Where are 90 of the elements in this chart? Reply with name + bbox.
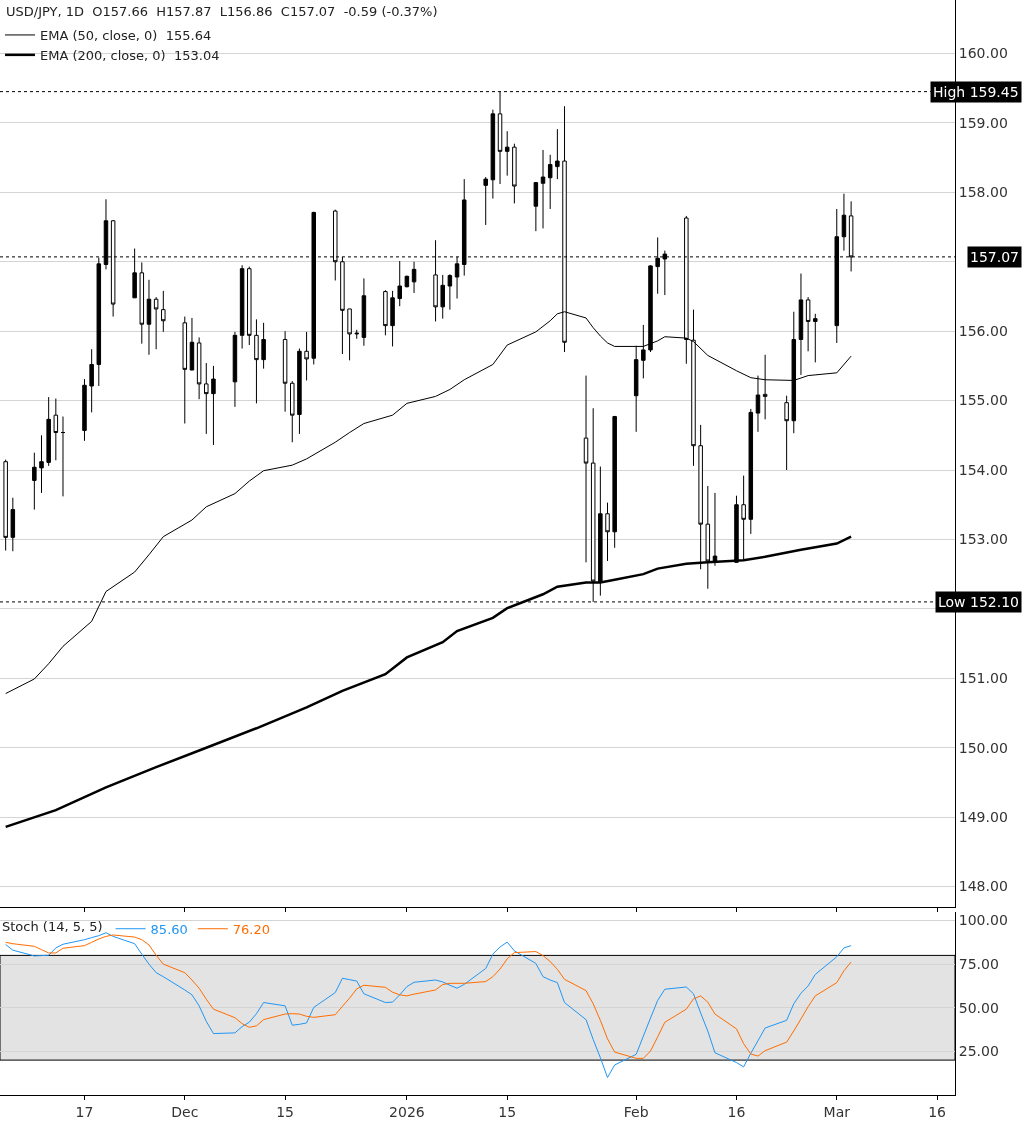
candlestick: [247, 266, 252, 346]
y-tick-label: 149.00: [958, 809, 1008, 826]
x-tick-label: Dec: [171, 1103, 199, 1120]
candlestick: [440, 274, 445, 320]
candlestick: [841, 193, 847, 252]
candlestick: [153, 296, 159, 350]
candlestick: [189, 317, 195, 371]
candlestick: [583, 375, 589, 563]
candlestick: [397, 260, 402, 307]
candlestick: [182, 316, 188, 424]
x-tick-label: 2026: [389, 1103, 425, 1120]
y-tick-label: 153.00: [958, 531, 1008, 548]
candlestick: [633, 345, 639, 433]
y-tick-label: 100.00: [958, 912, 1008, 929]
candlestick: [254, 318, 259, 404]
candlestick: [39, 434, 44, 494]
y-tick-label: 151.00: [958, 670, 1008, 687]
candlestick: [282, 330, 288, 413]
candlestick: [10, 497, 16, 552]
candlestick: [813, 313, 818, 363]
candlestick: [390, 290, 395, 347]
y-tick-label: 154.00: [958, 461, 1008, 478]
x-tick-label: 16: [727, 1103, 746, 1120]
candlestick: [483, 176, 488, 226]
y-tick-label: 148.00: [958, 878, 1008, 895]
chart-title: USD/JPY, 1D O157.66 H157.87 L156.86 C157.07 -0.59 (-0.37%): [6, 4, 438, 19]
x-tick-label: 16: [928, 1103, 947, 1120]
candlestick: [354, 329, 359, 340]
y-tick-label: 155.00: [958, 392, 1008, 409]
candlestick: [261, 322, 266, 370]
legend-label: 85.60: [150, 921, 188, 937]
candlestick: [204, 362, 209, 435]
x-tick-label: 15: [498, 1103, 517, 1120]
candlestick: [53, 398, 59, 461]
x-tick-label: Mar: [823, 1103, 851, 1120]
candlestick: [504, 130, 510, 177]
candlestick: [447, 273, 453, 311]
x-tick-label: 17: [75, 1103, 94, 1120]
candlestick: [304, 331, 309, 381]
candlestick: [612, 415, 617, 549]
candlestick: [82, 378, 87, 442]
y-tick-label: 50.00: [958, 999, 999, 1016]
candlestick: [361, 277, 367, 347]
candlestick: [798, 273, 804, 376]
candlestick: [641, 324, 646, 379]
candlestick: [139, 261, 145, 345]
candlestick: [232, 331, 238, 408]
legend-label: 76.20: [232, 921, 271, 937]
candlestick: [605, 502, 610, 562]
y-tick-label: 156.00: [958, 323, 1008, 340]
candlestick: [748, 408, 754, 535]
legend-label: EMA (200, close, 0) 153.04: [40, 47, 220, 63]
candlestick: [89, 348, 94, 413]
candlestick: [533, 182, 539, 232]
candlestick: [547, 154, 553, 210]
candlestick: [297, 348, 302, 435]
candlestick: [755, 375, 761, 433]
legend-title: Stoch (14, 5, 5): [2, 918, 103, 934]
candlestick: [490, 109, 496, 200]
y-tick-label: 160.00: [958, 45, 1008, 62]
ref-line-label: Low 152.10: [938, 594, 1020, 610]
candlestick: [3, 459, 8, 552]
ref-line-label: High 159.45: [933, 84, 1019, 100]
candlestick: [404, 275, 410, 288]
candlestick: [555, 128, 560, 180]
y-tick-label: 158.00: [958, 184, 1008, 201]
candlestick: [196, 336, 202, 400]
candlestick: [347, 308, 352, 361]
candlestick: [239, 264, 245, 350]
candlestick: [146, 279, 152, 356]
candlestick: [46, 396, 51, 467]
candlestick: [784, 395, 789, 471]
ref-line-label: 157.07: [970, 249, 1019, 265]
candlestick: [383, 289, 388, 336]
candlestick: [805, 296, 811, 352]
candlestick: [411, 261, 417, 294]
candlestick: [161, 290, 166, 333]
y-tick-label: 150.00: [958, 739, 1008, 756]
candlestick: [762, 354, 768, 420]
x-tick-label: Feb: [623, 1103, 649, 1120]
candlestick: [290, 380, 295, 443]
x-tick-label: 15: [276, 1103, 295, 1120]
y-tick-label: 75.00: [958, 956, 999, 973]
candlestick: [540, 149, 546, 229]
candlestick: [512, 143, 517, 204]
legend-label: EMA (50, close, 0) 155.64: [40, 28, 212, 44]
candlestick: [211, 365, 216, 446]
candlestick: [32, 452, 37, 511]
y-tick-label: 25.00: [958, 1043, 999, 1060]
y-tick-label: 159.00: [958, 114, 1008, 131]
